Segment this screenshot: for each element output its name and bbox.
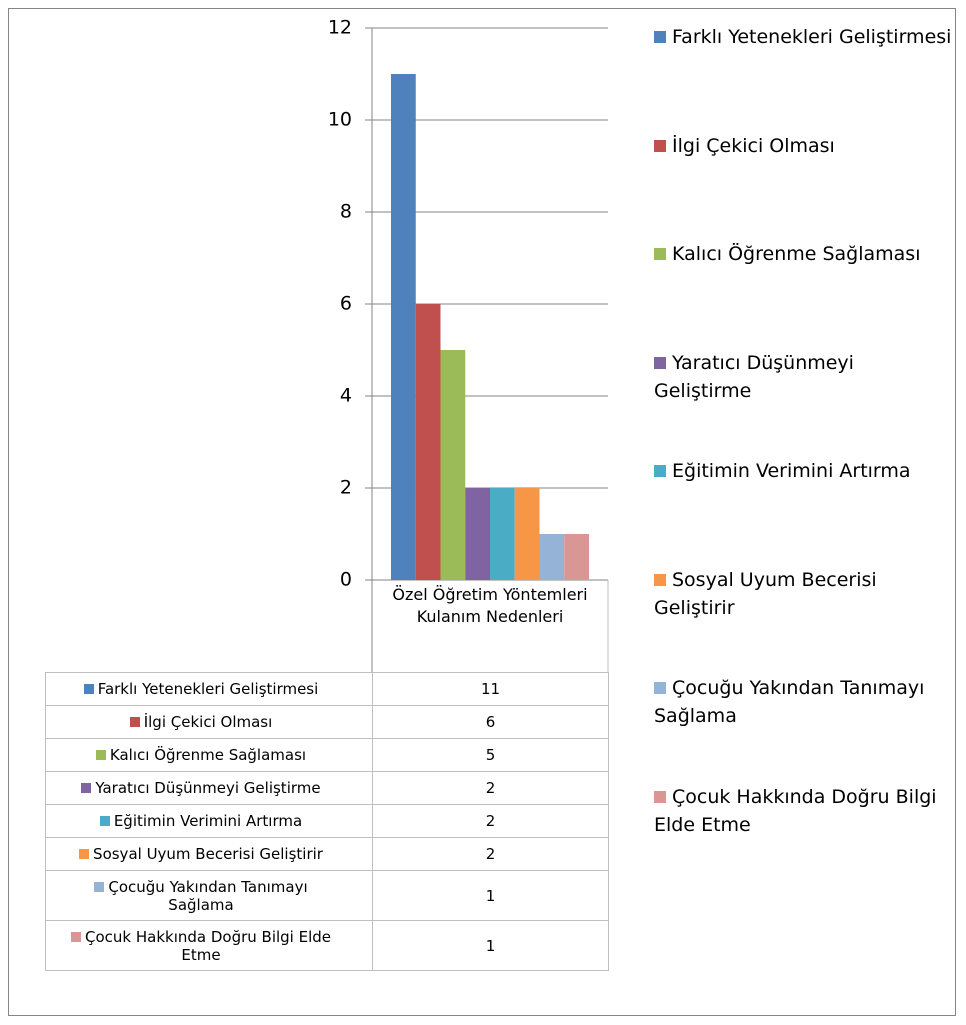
legend-text: Kalıcı Öğrenme Sağlaması [672, 243, 921, 265]
legend-text: Çocuğu Yakından Tanımayı Sağlama [654, 677, 925, 727]
row-label-text: Sosyal Uyum Becerisi Geliştirir [79, 845, 323, 863]
bar [465, 488, 490, 580]
table-row-label: Çocuğu Yakından Tanımayı Sağlama [45, 870, 373, 921]
table-row-label: Çocuk Hakkında Doğru Bilgi Elde Etme [45, 920, 373, 971]
chart-frame [8, 8, 956, 1016]
row-label-text: Yaratıcı Düşünmeyi Geliştirme [81, 779, 321, 797]
row-name: Kalıcı Öğrenme Sağlaması [109, 746, 307, 764]
row-label-text: Çocuk Hakkında Doğru Bilgi Elde Etme [60, 928, 342, 964]
legend-item: Kalıcı Öğrenme Sağlaması [654, 240, 954, 268]
row-name: Eğitimin Verimini Artırma [113, 812, 303, 830]
legend-item: Sosyal Uyum Becerisi Geliştirir [654, 566, 954, 622]
row-name: Sosyal Uyum Becerisi Geliştirir [93, 845, 323, 863]
row-label-text: Farklı Yetenekleri Geliştirmesi [83, 680, 319, 698]
legend-key [99, 816, 110, 826]
legend-key [81, 783, 92, 793]
table-value: 11 [372, 672, 609, 706]
bar [391, 74, 416, 580]
legend-text: Farklı Yetenekleri Geliştirmesi [672, 26, 952, 48]
bar [440, 350, 466, 580]
row-name: İlgi Çekici Olması [143, 713, 273, 731]
legend-item: Çocuğu Yakından Tanımayı Sağlama [654, 674, 954, 730]
category-text: Özel Öğretim Yöntemleri Kulanım Nedenler… [392, 585, 588, 626]
value-text: 5 [485, 746, 496, 764]
table-value: 2 [372, 837, 609, 871]
table-value: 2 [372, 804, 609, 838]
legend-text: İlgi Çekici Olması [672, 134, 835, 157]
y-tick-label: 2 [340, 477, 352, 499]
legend-swatch [654, 31, 666, 43]
y-tick-label: 6 [340, 293, 352, 315]
table-row-label: Kalıcı Öğrenme Sağlaması [45, 738, 373, 772]
legend-swatch [654, 248, 666, 260]
legend-text: Eğitimin Verimini Artırma [672, 460, 911, 482]
y-tick-label: 8 [340, 201, 352, 223]
table-row-label: Sosyal Uyum Becerisi Geliştirir [45, 837, 373, 871]
value-text: 2 [485, 812, 496, 830]
value-text: 6 [485, 713, 496, 731]
table-value: 2 [372, 771, 609, 805]
legend-key [83, 684, 94, 694]
y-tick-label: 12 [328, 17, 352, 39]
table-row-label: Farklı Yetenekleri Geliştirmesi [45, 672, 373, 706]
legend-swatch [654, 682, 666, 694]
bar [415, 304, 441, 580]
table-row-label: Eğitimin Verimini Artırma [45, 804, 373, 838]
value-text: 1 [485, 936, 496, 955]
row-label-text: Kalıcı Öğrenme Sağlaması [95, 746, 307, 764]
legend-swatch [654, 465, 666, 477]
row-name: Çocuğu Yakından Tanımayı Sağlama [108, 877, 308, 914]
legend-swatch [654, 790, 666, 803]
legend-text: Çocuk Hakkında Doğru Bilgi Elde Etme [654, 785, 937, 836]
category-label: Özel Öğretim Yöntemleri Kulanım Nedenler… [372, 584, 608, 628]
table-row-label: İlgi Çekici Olması [45, 705, 373, 739]
legend-key [129, 717, 140, 727]
bar [564, 534, 589, 580]
legend-item: İlgi Çekici Olması [654, 132, 954, 160]
bar [490, 488, 515, 580]
row-name: Yaratıcı Düşünmeyi Geliştirme [95, 779, 321, 797]
legend-item: Eğitimin Verimini Artırma [654, 457, 954, 485]
legend-key [70, 931, 81, 942]
legend-swatch [654, 356, 666, 369]
legend-text: Yaratıcı Düşünmeyi Geliştirme [654, 351, 854, 402]
row-label-text: İlgi Çekici Olması [129, 713, 273, 731]
row-name: Çocuk Hakkında Doğru Bilgi Elde Etme [84, 927, 332, 964]
value-text: 2 [485, 779, 496, 797]
legend-item: Yaratıcı Düşünmeyi Geliştirme [654, 349, 954, 405]
y-tick-label: 4 [340, 385, 352, 407]
legend-item: Farklı Yetenekleri Geliştirmesi [654, 23, 954, 51]
row-label-text: Çocuğu Yakından Tanımayı Sağlama [60, 878, 342, 914]
legend-key [94, 881, 105, 892]
bar [539, 534, 565, 580]
legend-swatch [654, 573, 666, 586]
y-tick-label: 10 [328, 109, 352, 131]
y-tick-label: 0 [340, 569, 352, 591]
table-value: 1 [372, 870, 609, 921]
legend-swatch [654, 139, 666, 152]
value-text: 2 [485, 845, 496, 863]
legend-text: Sosyal Uyum Becerisi Geliştirir [654, 568, 877, 619]
value-text: 1 [485, 886, 496, 905]
bar [514, 488, 540, 580]
table-row-label: Yaratıcı Düşünmeyi Geliştirme [45, 771, 373, 805]
table-value: 1 [372, 920, 609, 971]
table-value: 5 [372, 738, 609, 772]
row-name: Farklı Yetenekleri Geliştirmesi [97, 680, 319, 698]
table-value: 6 [372, 705, 609, 739]
row-label-text: Eğitimin Verimini Artırma [99, 812, 303, 830]
legend-key [95, 750, 106, 760]
value-text: 11 [480, 680, 501, 698]
legend-item: Çocuk Hakkında Doğru Bilgi Elde Etme [654, 783, 954, 839]
legend-key [79, 849, 90, 859]
